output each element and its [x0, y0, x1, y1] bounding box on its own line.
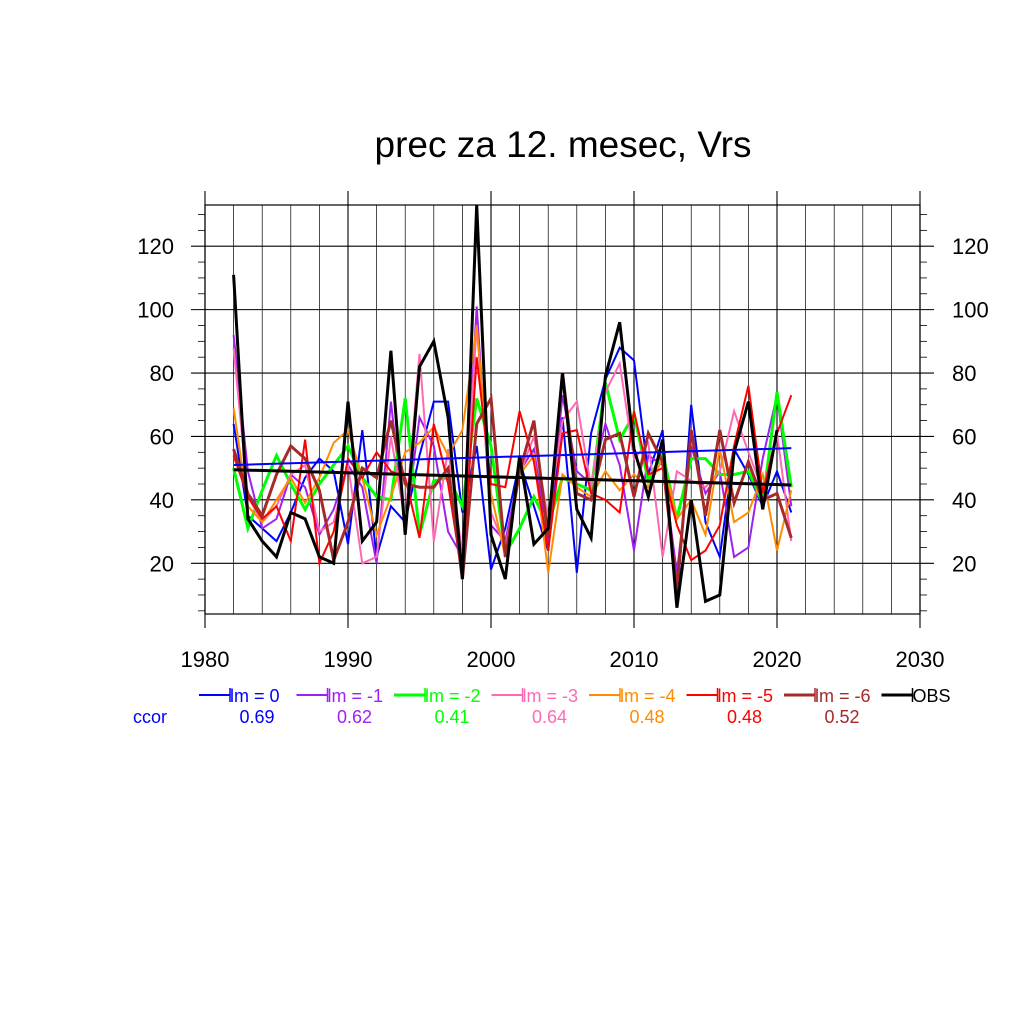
series-line-0	[232, 346, 793, 605]
legend-label-1: lm = -1	[328, 686, 384, 706]
y-tick-label-right: 80	[952, 361, 976, 386]
legend-label-5: lm = -5	[718, 686, 774, 706]
y-tick-label-right: 100	[952, 298, 989, 323]
x-tick-label: 1990	[324, 647, 373, 672]
trend-lines	[233, 447, 792, 487]
y-tick-label: 100	[137, 298, 174, 323]
legend-label-4: lm = -4	[620, 686, 676, 706]
x-tick-label: 2000	[467, 647, 516, 672]
y-tick-label-right: 40	[952, 488, 976, 513]
y-tick-label-right: 60	[952, 424, 976, 449]
x-tick-label: 2030	[896, 647, 945, 672]
chart-title: prec za 12. mesec, Vrs	[375, 124, 752, 165]
legend-label-0: lm = 0	[230, 686, 280, 706]
trend-line-0	[233, 447, 792, 466]
legend-label-3: lm = -3	[523, 686, 579, 706]
y-tick-label: 80	[150, 361, 174, 386]
y-tick-label: 20	[150, 551, 174, 576]
ccor-value-3: 0.64	[532, 707, 567, 727]
series-line-2	[232, 382, 793, 559]
plot-border	[204, 204, 921, 615]
ccor-value-2: 0.41	[434, 707, 469, 727]
ccor-value-5: 0.48	[727, 707, 762, 727]
ccor-value-4: 0.48	[629, 707, 664, 727]
y-tick-label-right: 20	[952, 551, 976, 576]
trend-line-7	[233, 468, 792, 487]
x-tick-label: 2020	[753, 647, 802, 672]
y-tick-label: 40	[150, 488, 174, 513]
series-line-1	[232, 306, 793, 573]
ccor-value-1: 0.62	[337, 707, 372, 727]
series-line-7	[232, 204, 779, 608]
plot-frame	[204, 204, 921, 615]
grid	[191, 191, 934, 628]
series-lines	[232, 204, 793, 608]
y-tick-label: 120	[137, 234, 174, 259]
x-tick-label: 1980	[181, 647, 230, 672]
y-tick-label-right: 120	[952, 234, 989, 259]
ccor-value-0: 0.69	[239, 707, 274, 727]
legend-label-7: OBS	[913, 686, 951, 706]
ccor-value-6: 0.52	[824, 707, 859, 727]
legend-label-2: lm = -2	[425, 686, 481, 706]
x-tick-label: 2010	[610, 647, 659, 672]
y-tick-label: 60	[150, 424, 174, 449]
legend-label-6: lm = -6	[815, 686, 871, 706]
ccor-row-label: ccor	[133, 707, 167, 727]
